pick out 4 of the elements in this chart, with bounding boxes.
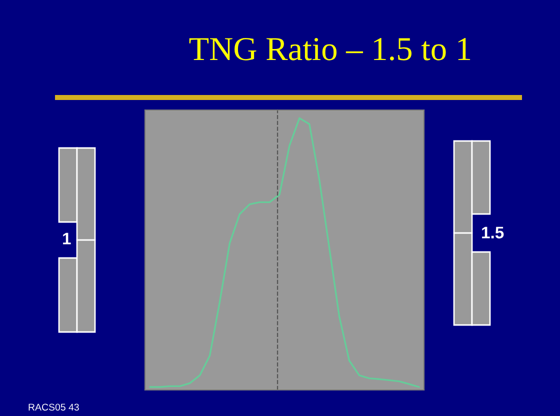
text: 1.5	[482, 226, 504, 238]
text: 1	[63, 232, 71, 244]
text: RACS05 43	[28, 404, 79, 411]
chart-title: TNG Ratio – 1.5 to 1	[189, 38, 470, 60]
